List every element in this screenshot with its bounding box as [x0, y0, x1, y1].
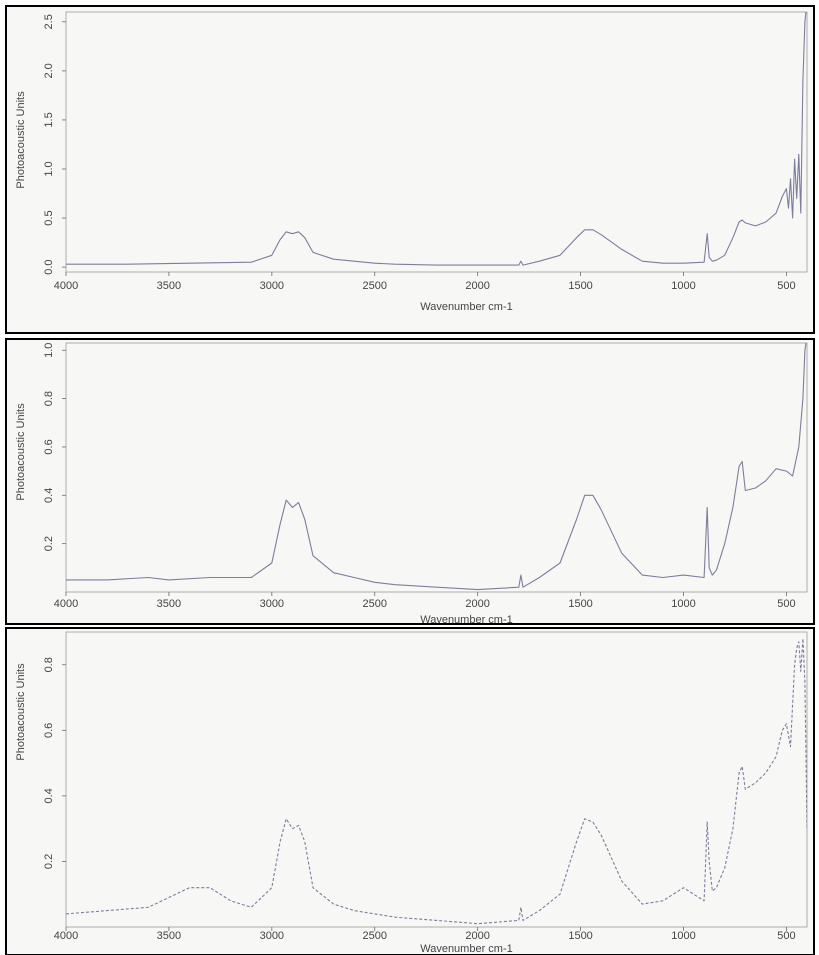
x-axis-title: Wavenumber cm-1: [420, 943, 513, 955]
spectrum-line: [66, 638, 807, 925]
x-tick-label: 1000: [671, 598, 695, 610]
y-axis-title: Photoacoustic Units: [15, 91, 27, 189]
y-tick-label: 0.4: [43, 488, 55, 503]
panel-frame: [5, 627, 815, 955]
panel-frame: [5, 338, 815, 625]
x-tick-label: 3500: [157, 930, 181, 942]
x-tick-label: 2500: [363, 930, 387, 942]
x-tick-label: 4000: [54, 930, 78, 942]
x-axis-title: Wavenumber cm-1: [420, 301, 513, 313]
x-tick-label: 1500: [568, 930, 592, 942]
y-tick-label: 0.6: [43, 723, 55, 738]
y-tick-label: 0.5: [43, 210, 55, 225]
y-tick-label: 0.8: [43, 657, 55, 672]
panel-frame: [5, 5, 815, 334]
plot-area: [65, 342, 808, 593]
y-tick-label: 2.5: [43, 14, 55, 29]
x-tick-label: 2500: [363, 598, 387, 610]
spectrum-panel-1: 4000 3500 3000 2500 2000 1500 1000 500 0.0 0.5 1.0…: [5, 5, 815, 334]
x-tick-label: 3500: [157, 598, 181, 610]
y-tick-label: 0.6: [43, 439, 55, 454]
x-tick-label: 3500: [157, 280, 181, 292]
y-axis-title: Photoacoustic Units: [15, 403, 27, 501]
y-tick-label: 2.0: [43, 63, 55, 78]
y-tick-label: 0.0: [43, 259, 55, 274]
x-tick-label: 4000: [54, 280, 78, 292]
x-tick-label: 1500: [568, 598, 592, 610]
x-tick-label: 500: [777, 598, 795, 610]
x-tick-label: 500: [777, 930, 795, 942]
y-axis-title: Photoacoustic Units: [15, 663, 27, 761]
plot-area: [65, 631, 808, 928]
y-tick-label: 0.8: [43, 391, 55, 406]
x-tick-label: 3000: [260, 598, 284, 610]
y-tick-label: 0.4: [43, 788, 55, 803]
y-tick-label: 1.0: [43, 343, 55, 358]
x-tick-label: 1500: [568, 280, 592, 292]
plot-area: [65, 11, 808, 273]
spectrum-panel-2: 4000 3500 3000 2500 2000 1500 1000 500 0.2 0.4 0.6…: [5, 338, 815, 626]
x-tick-label: 2000: [465, 930, 489, 942]
spectrum-panel-3: 4000 3500 3000 2500 2000 1500 1000 500 0.2 0.4 0.6…: [5, 627, 815, 955]
x-tick-label: 500: [777, 280, 795, 292]
y-tick-label: 0.2: [43, 854, 55, 869]
y-tick-label: 0.2: [43, 536, 55, 551]
x-tick-label: 3000: [260, 930, 284, 942]
x-axis-title: Wavenumber cm-1: [420, 614, 513, 626]
x-tick-label: 3000: [260, 280, 284, 292]
y-tick-label: 1.5: [43, 112, 55, 127]
spectrum-line: [66, 12, 807, 266]
x-tick-label: 2000: [465, 598, 489, 610]
x-tick-label: 4000: [54, 598, 78, 610]
y-tick-label: 1.0: [43, 161, 55, 176]
spectrum-line: [66, 343, 807, 591]
x-tick-label: 1000: [671, 930, 695, 942]
x-tick-label: 2500: [363, 280, 387, 292]
x-tick-label: 2000: [465, 280, 489, 292]
x-tick-label: 1000: [671, 280, 695, 292]
